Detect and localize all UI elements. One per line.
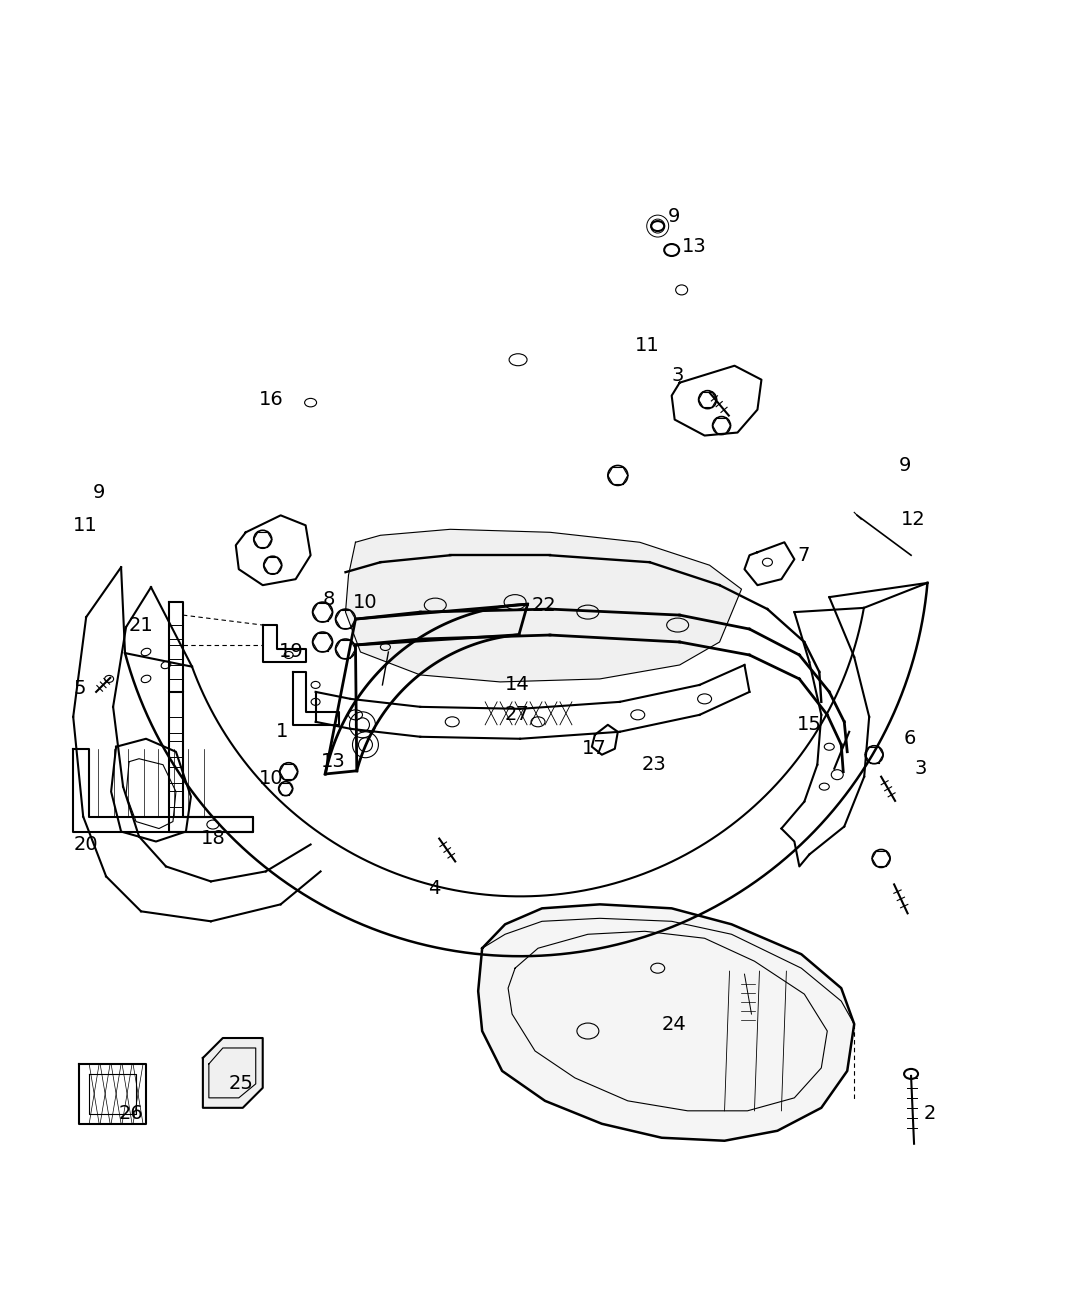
Text: 19: 19 [278,642,303,661]
Text: 12: 12 [901,510,926,529]
Text: 4: 4 [429,879,441,898]
Text: 9: 9 [899,457,911,475]
Text: 24: 24 [662,1014,686,1034]
Text: 10: 10 [259,769,284,789]
Text: 13: 13 [321,752,346,772]
Text: 3: 3 [914,759,926,778]
Text: 9: 9 [668,206,680,226]
Text: 5: 5 [73,680,86,698]
Text: 23: 23 [642,755,667,774]
Text: 1: 1 [276,722,288,742]
Text: 25: 25 [229,1074,254,1093]
Text: 15: 15 [798,716,823,734]
Text: 18: 18 [201,829,226,848]
Text: 8: 8 [323,590,335,608]
Text: 16: 16 [259,390,284,409]
Text: 10: 10 [352,593,377,612]
Text: 17: 17 [582,739,607,759]
Polygon shape [203,1038,263,1108]
Text: 3: 3 [672,366,684,385]
Text: 11: 11 [635,336,660,355]
Text: 7: 7 [798,546,810,564]
Text: 14: 14 [505,676,530,694]
Text: 26: 26 [119,1104,144,1123]
Text: 11: 11 [73,516,98,534]
Text: 20: 20 [73,835,98,853]
Text: 27: 27 [505,706,530,724]
Polygon shape [346,529,742,682]
Text: 9: 9 [93,482,106,502]
Text: 22: 22 [532,595,556,615]
Text: 13: 13 [682,236,706,256]
Text: 2: 2 [924,1104,936,1123]
Text: 21: 21 [129,616,154,634]
Polygon shape [478,904,854,1141]
Text: 6: 6 [904,729,916,748]
